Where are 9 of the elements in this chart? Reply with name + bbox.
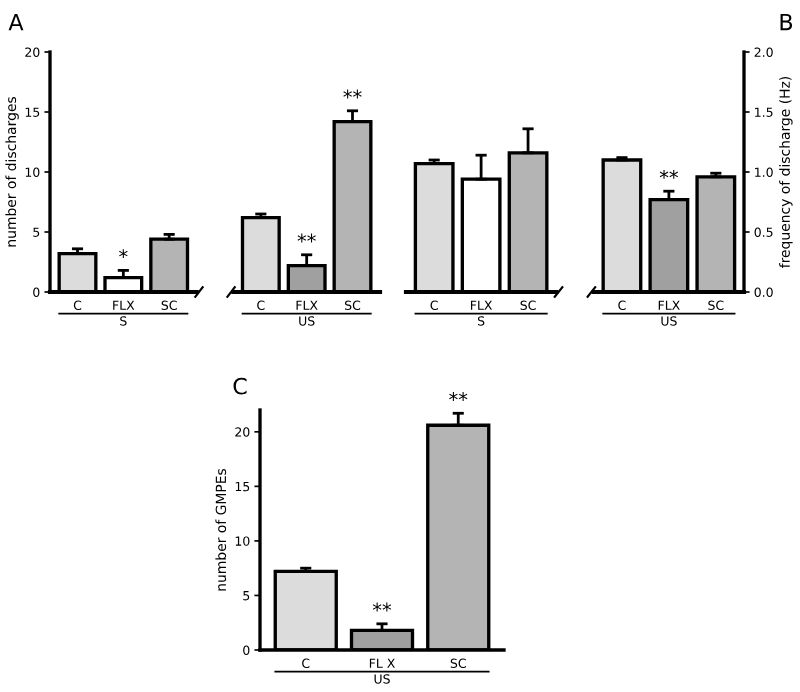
data-label: **: [343, 89, 362, 99]
text: B: [780, 13, 793, 31]
chart-title: C: [233, 377, 247, 395]
data-label: *: [119, 249, 128, 259]
data-label: **: [659, 169, 679, 179]
data-label: **: [297, 233, 316, 243]
data-label: **: [372, 602, 392, 612]
data-label: **: [449, 392, 468, 401]
chart-title: A: [8, 13, 24, 31]
